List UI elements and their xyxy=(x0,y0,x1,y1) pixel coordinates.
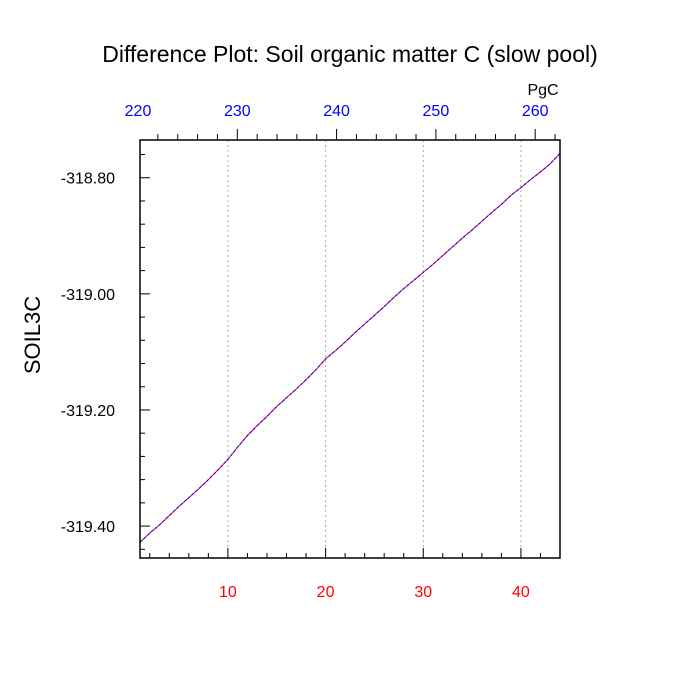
chart-title: Difference Plot: Soil organic matter C (… xyxy=(102,41,598,67)
x-tick-label: 20 xyxy=(317,584,335,601)
x-tick-label: 10 xyxy=(219,584,237,601)
y-axis-label: SOIL3C xyxy=(20,296,45,374)
y-tick-label: -318.80 xyxy=(61,171,115,188)
plot-frame xyxy=(139,139,561,559)
top-tick-label: 250 xyxy=(423,103,450,120)
x-tick-label: 30 xyxy=(414,584,432,601)
top-tick-label: 240 xyxy=(323,103,350,120)
top-tick-label: 260 xyxy=(522,103,549,120)
axes-group: 10 20 30 40 220 230 240 250 260 -319.40 -319.20 -31… xyxy=(61,103,561,601)
top-tick-label: 220 xyxy=(125,103,152,120)
series-group xyxy=(139,153,561,543)
y-tick-label: -319.00 xyxy=(61,287,115,304)
top-tick-label: 230 xyxy=(224,103,251,120)
x-tick-label: 40 xyxy=(512,584,530,601)
y-tick-label: -319.40 xyxy=(61,519,115,536)
series-line-red xyxy=(139,153,561,543)
y-tick-label: -319.20 xyxy=(61,403,115,420)
series-line-blue xyxy=(139,153,561,543)
top-axis-unit: PgC xyxy=(527,82,558,99)
grid-lines xyxy=(227,140,522,558)
